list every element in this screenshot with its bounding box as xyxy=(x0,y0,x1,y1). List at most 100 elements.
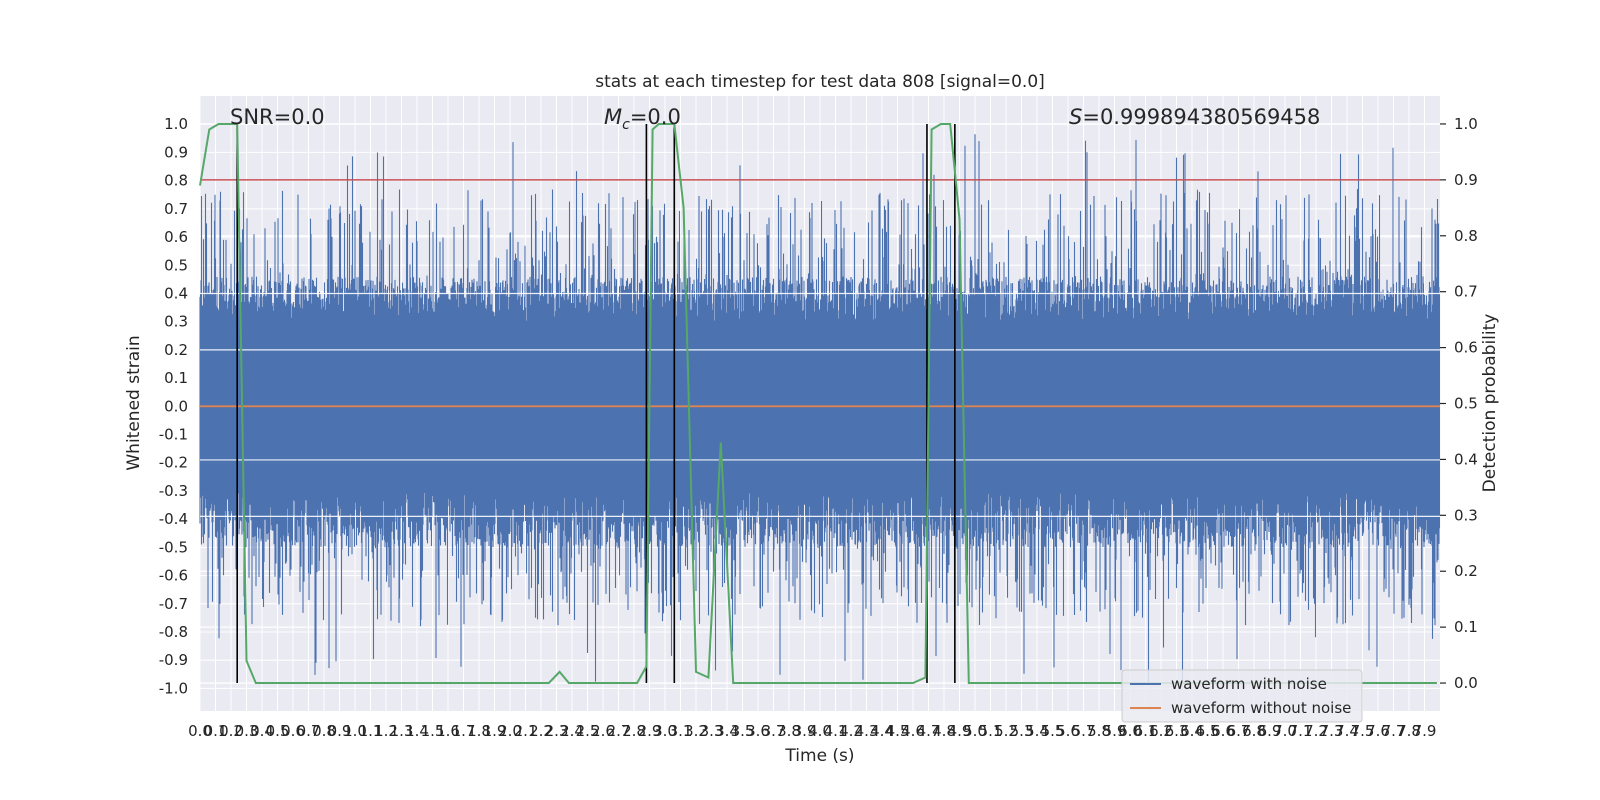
x-tick-label: 2.3 xyxy=(545,722,569,740)
x-tick-label: 6.9 xyxy=(1258,722,1282,740)
detection-probability-series xyxy=(199,123,1437,684)
y-tick-label: 0.8 xyxy=(164,172,188,190)
x-tick-label: 5.3 xyxy=(1010,722,1034,740)
x-tick-label: 1.1 xyxy=(359,722,383,740)
x-tick-label: 5.5 xyxy=(1041,722,1065,740)
x-tick-label: 2.4 xyxy=(560,722,584,740)
y-tick-label: -0.3 xyxy=(159,482,188,500)
x-tick-label: 7.7 xyxy=(1382,722,1406,740)
x-tick-label: 1.0 xyxy=(343,722,367,740)
x-tick-label: 2.6 xyxy=(591,722,615,740)
y-tick-label: 0.7 xyxy=(164,200,188,218)
x-tick-label: 3.9 xyxy=(793,722,817,740)
y-tick-label: -0.4 xyxy=(159,510,188,528)
x-tick-label: 6.4 xyxy=(1180,722,1204,740)
x-tick-label: 6.1 xyxy=(1134,722,1158,740)
x-tick-label: 1.2 xyxy=(374,722,398,740)
x-tick-label: 5.2 xyxy=(994,722,1018,740)
x-tick-label: 4.0 xyxy=(808,722,832,740)
x-tick-label: 1.7 xyxy=(452,722,476,740)
y-right-tick-label: 0.8 xyxy=(1454,227,1478,245)
x-tick-label: 4.1 xyxy=(824,722,848,740)
y-tick-label: 0.5 xyxy=(164,256,188,274)
x-tick-label: 0.7 xyxy=(297,722,321,740)
x-tick-label: 4.9 xyxy=(948,722,972,740)
score-value: =0.999894380569458 xyxy=(1082,105,1320,129)
x-tick-label: 3.5 xyxy=(731,722,755,740)
x-tick-label: 5.6 xyxy=(1056,722,1080,740)
x-tick-label: 7.5 xyxy=(1351,722,1375,740)
chirp-mass-subscript: c xyxy=(622,117,630,133)
y-tick-label: -0.9 xyxy=(159,651,188,669)
x-tick-label: 0.9 xyxy=(328,722,352,740)
x-tick-label: 4.7 xyxy=(917,722,941,740)
y-tick-label: 0.6 xyxy=(164,228,188,246)
legend-box xyxy=(1121,669,1363,723)
x-tick-label: 6.6 xyxy=(1211,722,1235,740)
y-tick-label: 1.0 xyxy=(164,115,188,133)
x-tick-label: 5.8 xyxy=(1087,722,1111,740)
chirp-mass-annotation: Mc=0.0 xyxy=(604,105,681,133)
y-tick-label: -0.6 xyxy=(159,567,188,585)
y-axis-label: Whitened strain xyxy=(124,335,144,470)
x-tick-label: 4.5 xyxy=(886,722,910,740)
y-tick-label: 0.0 xyxy=(164,397,188,415)
x-tick-label: 3.1 xyxy=(669,722,693,740)
y-right-tick-label: 0.9 xyxy=(1454,171,1478,189)
snr-annotation: SNR=0.0 xyxy=(230,105,325,129)
y-right-tick-label: 0.0 xyxy=(1454,674,1478,692)
x-tick-label: 2.8 xyxy=(622,722,646,740)
x-tick-label: 3.6 xyxy=(746,722,770,740)
x-tick-label: 6.0 xyxy=(1118,722,1142,740)
y-right-tick-labels: 1.0 0.9 0.8 0.7 0.6 0.5 0.4 0.3 0.2 0.1 0.0 xyxy=(1440,115,1478,692)
x-tick-label: 3.0 xyxy=(653,722,677,740)
y-right-axis-label: Detection probability xyxy=(1480,314,1500,493)
x-tick-label: 4.8 xyxy=(932,722,956,740)
x-tick-label: 3.8 xyxy=(777,722,801,740)
chirp-mass-symbol: M xyxy=(604,105,622,129)
x-tick-label: 1.4 xyxy=(405,722,429,740)
y-tick-label: 0.3 xyxy=(164,313,188,331)
x-tick-label: 1.6 xyxy=(436,722,460,740)
y-tick-label: -0.5 xyxy=(159,538,188,556)
x-tick-label: 7.0 xyxy=(1273,722,1297,740)
x-tick-label: 3.3 xyxy=(700,722,724,740)
x-tick-label: 5.9 xyxy=(1103,722,1127,740)
y-right-tick-label: 0.7 xyxy=(1454,283,1478,301)
x-tick-label: 6.8 xyxy=(1242,722,1266,740)
legend: waveform with noise waveform without noi… xyxy=(1121,669,1363,723)
legend-label-clean: waveform without noise xyxy=(1171,699,1351,717)
y-tick-label: 0.2 xyxy=(164,341,188,359)
x-tick-label: 3.7 xyxy=(762,722,786,740)
x-tick-label: 5.1 xyxy=(979,722,1003,740)
x-tick-label: 7.6 xyxy=(1366,722,1390,740)
x-tick-label: 0.5 xyxy=(266,722,290,740)
score-symbol: S xyxy=(1069,105,1082,129)
y-tick-label: 0.1 xyxy=(164,369,188,387)
x-tick-label: 3.2 xyxy=(684,722,708,740)
x-tick-label: 0.8 xyxy=(312,722,336,740)
score-annotation: S=0.999894380569458 xyxy=(1069,105,1320,129)
x-tick-label: 4.6 xyxy=(901,722,925,740)
waveform-with-noise-series xyxy=(199,134,1441,682)
x-tick-label: 7.3 xyxy=(1320,722,1344,740)
x-tick-label: 7.4 xyxy=(1335,722,1359,740)
x-tick-label: 4.3 xyxy=(855,722,879,740)
y-right-tick-label: 0.2 xyxy=(1454,562,1478,580)
y-right-tick-label: 0.4 xyxy=(1454,450,1478,468)
x-tick-label: 3.4 xyxy=(715,722,739,740)
x-tick-label: 0.3 xyxy=(235,722,259,740)
x-tick-label: 1.3 xyxy=(390,722,414,740)
x-tick-label: 0.1 xyxy=(204,722,228,740)
x-tick-label: 4.2 xyxy=(839,722,863,740)
x-tick-label: 1.8 xyxy=(467,722,491,740)
y-tick-label: 0.9 xyxy=(164,143,188,161)
x-tick-label: 6.3 xyxy=(1165,722,1189,740)
y-right-tick-label: 1.0 xyxy=(1454,115,1478,133)
x-tick-label: 7.1 xyxy=(1289,722,1313,740)
x-tick-label: 2.7 xyxy=(607,722,631,740)
y-right-tick-label: 0.3 xyxy=(1454,506,1478,524)
y-tick-labels: 1.0 0.9 0.8 0.7 0.6 0.5 0.4 0.3 0.2 0.1 0.0 -0.1 -0.… xyxy=(159,115,188,697)
